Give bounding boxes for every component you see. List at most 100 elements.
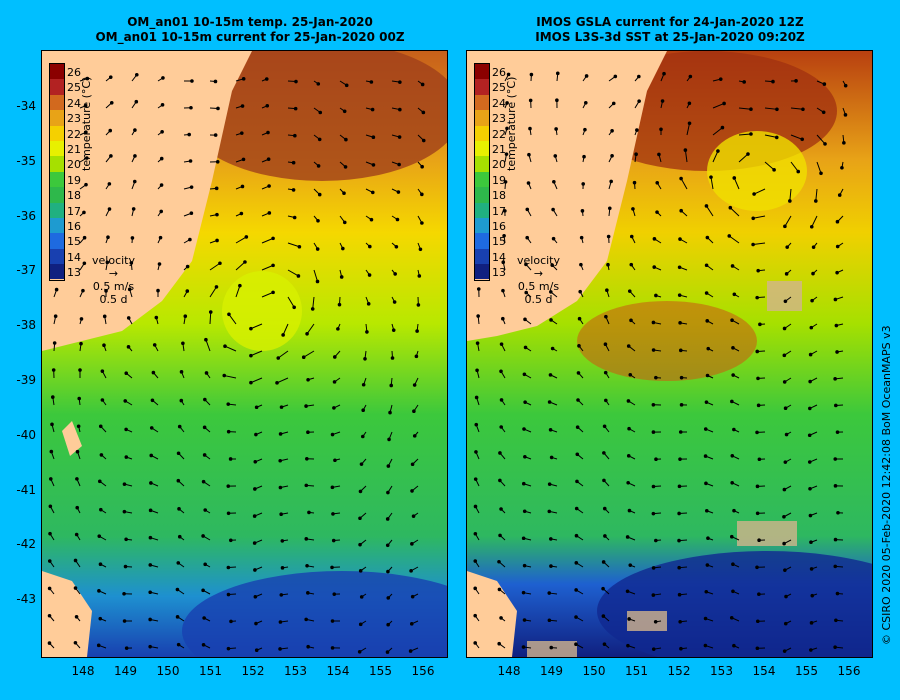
current-vector-head <box>108 75 113 79</box>
current-vector <box>816 134 826 145</box>
current-vector-head <box>410 462 415 467</box>
current-vector-head <box>548 537 553 541</box>
current-vector-head <box>774 135 779 140</box>
current-vector-head <box>304 617 308 622</box>
current-vector-head <box>241 77 246 81</box>
current-vector-head <box>730 454 735 458</box>
current-vector <box>764 134 777 138</box>
current-vector-head <box>306 644 310 649</box>
current-vector-head <box>305 456 309 461</box>
current-vector-head <box>651 484 656 489</box>
colorbar-tick-label: 17 <box>492 204 506 218</box>
current-vector-head <box>637 74 641 79</box>
current-vector-head <box>386 490 390 495</box>
current-vector-head <box>555 71 560 76</box>
current-vector-head <box>523 317 527 322</box>
right-velocity-speed: 0.5 m/s <box>517 280 560 293</box>
current-vector-head <box>652 265 657 269</box>
right-sst-map[interactable]: 26 25 24 23 22 21 20 19 18 17 16 15 14 13 temperature… <box>466 50 873 658</box>
current-vector <box>261 237 274 244</box>
current-vector-head <box>267 184 271 188</box>
current-vector-head <box>523 345 528 350</box>
current-vector-head <box>390 356 395 360</box>
left-island <box>62 421 82 456</box>
current-vector-head <box>473 586 478 591</box>
current-vector-head <box>108 128 113 133</box>
left-panel-title: OM_an01 10-15m temp. 25-Jan-2020 OM_an01… <box>35 15 465 45</box>
current-vector-head <box>731 589 735 594</box>
current-vector-head <box>840 165 844 170</box>
current-vector-head <box>202 453 207 457</box>
current-vector-head <box>391 328 396 332</box>
left-velocity-speed: 0.5 m/s <box>92 280 135 293</box>
current-vector-head <box>395 217 400 222</box>
current-vector-head <box>342 191 346 196</box>
current-vector-head <box>757 592 761 597</box>
current-vector-head <box>550 346 555 351</box>
current-vector-head <box>833 484 838 488</box>
current-vector-head <box>222 373 227 378</box>
current-vector-head <box>627 508 632 513</box>
current-vector-head <box>498 451 502 455</box>
current-vector-head <box>226 646 231 651</box>
current-vector-head <box>574 588 578 592</box>
current-vector-head <box>521 645 526 649</box>
current-vector <box>261 264 274 271</box>
current-vector-head <box>75 477 79 481</box>
current-vector-head <box>808 379 812 384</box>
current-vector-head <box>84 130 88 134</box>
current-vector-head <box>301 355 306 360</box>
current-vector-head <box>574 642 578 647</box>
current-vector-head <box>506 72 511 77</box>
current-vector-head <box>498 478 502 483</box>
current-vector-head <box>176 561 181 565</box>
longitude-label: 151 <box>199 664 222 678</box>
current-vector-head <box>85 76 90 81</box>
current-vector-head <box>332 592 337 596</box>
colorbar-tick-label: 19 <box>492 173 506 187</box>
current-vector-head <box>365 330 369 334</box>
current-vector-head <box>266 157 271 162</box>
current-vector-head <box>306 430 310 435</box>
current-vector-head <box>76 424 81 429</box>
current-vector-head <box>843 83 848 88</box>
current-vector-head <box>278 485 283 490</box>
current-vector-head <box>306 591 310 595</box>
current-vector-head <box>73 586 78 590</box>
current-vector-head <box>75 449 80 454</box>
current-vector-head <box>361 408 365 413</box>
current-vector-head <box>583 100 588 105</box>
current-vector-head <box>409 569 413 573</box>
current-vector-head <box>254 621 258 626</box>
current-vector-head <box>54 287 59 292</box>
current-vector-head <box>755 430 759 435</box>
current-vector-head <box>130 236 135 240</box>
current-vector-head <box>579 235 584 240</box>
longitude-label: 152 <box>667 664 691 678</box>
left-sst-map[interactable]: 26 25 24 23 22 21 20 19 18 17 16 15 14 13 temperature… <box>41 50 448 658</box>
current-vector-head <box>204 371 209 375</box>
current-vector-head <box>705 563 710 567</box>
current-vector-head <box>239 131 244 135</box>
current-vector-head <box>82 261 87 266</box>
current-vector-head <box>297 244 302 249</box>
current-vector-head <box>755 511 760 516</box>
current-vector-head <box>833 537 838 542</box>
current-vector-head <box>52 341 57 345</box>
current-vector <box>789 188 792 201</box>
right-eddy <box>707 131 807 211</box>
current-vector-head <box>835 270 839 275</box>
current-vector-head <box>415 329 419 333</box>
current-vector-head <box>337 302 342 307</box>
current-vector-head <box>293 133 297 138</box>
current-vector-head <box>522 563 527 568</box>
current-vector-head <box>842 141 846 145</box>
current-vector-head <box>420 82 425 87</box>
current-vector-head <box>201 534 205 538</box>
right-current-vectors <box>473 71 848 653</box>
current-vector-head <box>784 272 789 276</box>
current-vector <box>712 150 719 163</box>
current-vector-head <box>253 568 257 572</box>
current-vector-head <box>473 613 477 618</box>
current-vector-head <box>254 432 258 437</box>
